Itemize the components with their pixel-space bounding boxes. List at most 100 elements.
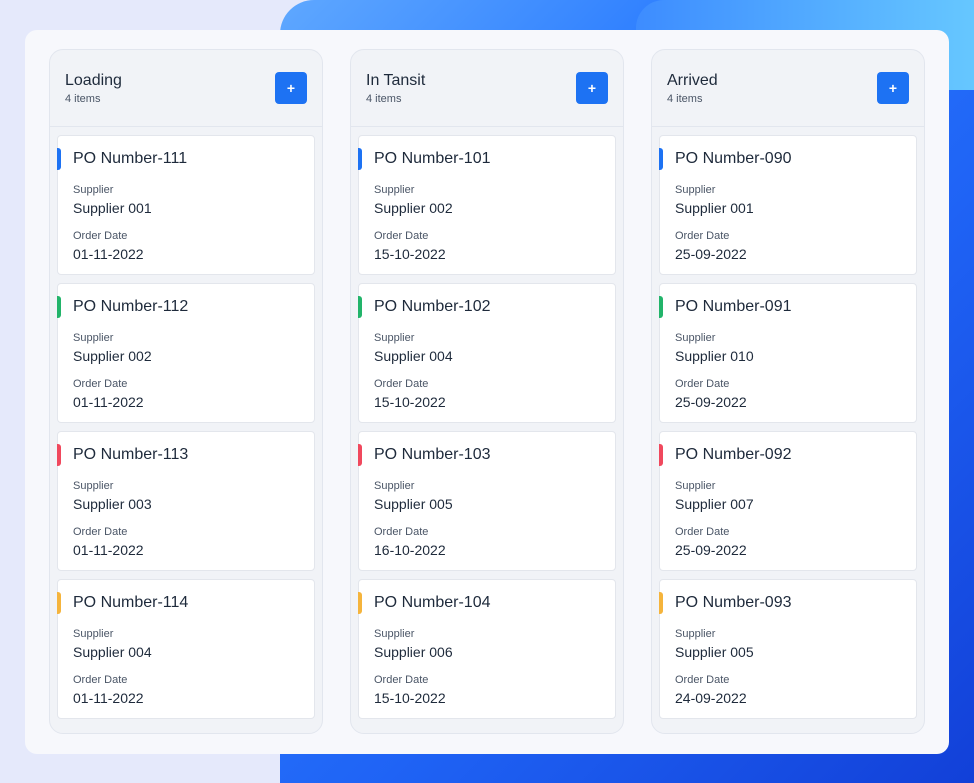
po-card[interactable]: PO Number-112 Supplier Supplier 002 Orde… xyxy=(57,283,315,423)
status-stripe xyxy=(659,444,663,466)
order-date-value: 24-09-2022 xyxy=(675,690,747,706)
supplier-value: Supplier 002 xyxy=(73,348,152,364)
status-stripe xyxy=(358,592,362,614)
supplier-value: Supplier 006 xyxy=(374,644,453,660)
column-title: Arrived xyxy=(667,72,718,89)
order-date-value: 01-11-2022 xyxy=(73,246,144,262)
order-date-value: 25-09-2022 xyxy=(675,246,747,262)
kanban-board: Loading 4 items + PO Number-111 Supplier… xyxy=(25,30,949,754)
add-card-button[interactable]: + xyxy=(877,72,909,104)
status-stripe xyxy=(57,296,61,318)
status-stripe xyxy=(57,592,61,614)
supplier-label: Supplier xyxy=(374,332,415,344)
po-card[interactable]: PO Number-092 Supplier Supplier 007 Orde… xyxy=(659,431,917,571)
po-number: PO Number-114 xyxy=(73,594,189,611)
add-card-button[interactable]: + xyxy=(576,72,608,104)
order-date-value: 01-11-2022 xyxy=(73,542,144,558)
order-date-label: Order Date xyxy=(675,230,730,242)
status-stripe xyxy=(659,296,663,318)
status-stripe xyxy=(57,148,61,170)
supplier-label: Supplier xyxy=(675,628,716,640)
po-card[interactable]: PO Number-101 Supplier Supplier 002 Orde… xyxy=(358,135,616,275)
supplier-value: Supplier 010 xyxy=(675,348,754,364)
supplier-label: Supplier xyxy=(73,480,114,492)
column-item-count: 4 items xyxy=(366,93,402,105)
column-arrived: Arrived 4 items + PO Number-090 Supplier… xyxy=(651,49,925,734)
supplier-label: Supplier xyxy=(374,628,415,640)
po-number: PO Number-102 xyxy=(374,298,491,315)
order-date-label: Order Date xyxy=(73,674,128,686)
column-header: Arrived 4 items + xyxy=(652,50,924,127)
po-card[interactable]: PO Number-103 Supplier Supplier 005 Orde… xyxy=(358,431,616,571)
order-date-value: 01-11-2022 xyxy=(73,394,144,410)
supplier-label: Supplier xyxy=(73,184,114,196)
order-date-label: Order Date xyxy=(73,526,128,538)
supplier-value: Supplier 002 xyxy=(374,200,453,216)
order-date-value: 15-10-2022 xyxy=(374,690,446,706)
po-number: PO Number-103 xyxy=(374,446,491,463)
order-date-label: Order Date xyxy=(73,378,128,390)
po-number: PO Number-111 xyxy=(73,150,188,167)
po-card[interactable]: PO Number-114 Supplier Supplier 004 Orde… xyxy=(57,579,315,719)
order-date-label: Order Date xyxy=(374,674,429,686)
order-date-label: Order Date xyxy=(675,674,730,686)
status-stripe xyxy=(358,444,362,466)
po-card[interactable]: PO Number-093 Supplier Supplier 005 Orde… xyxy=(659,579,917,719)
order-date-value: 15-10-2022 xyxy=(374,394,446,410)
po-number: PO Number-104 xyxy=(374,594,491,611)
column-header: In Tansit 4 items + xyxy=(351,50,623,127)
po-card[interactable]: PO Number-104 Supplier Supplier 006 Orde… xyxy=(358,579,616,719)
supplier-label: Supplier xyxy=(675,184,716,196)
supplier-value: Supplier 004 xyxy=(73,644,152,660)
column-item-count: 4 items xyxy=(667,93,703,105)
supplier-value: Supplier 005 xyxy=(374,496,453,512)
status-stripe xyxy=(659,592,663,614)
po-number: PO Number-090 xyxy=(675,150,792,167)
order-date-value: 15-10-2022 xyxy=(374,246,446,262)
status-stripe xyxy=(358,296,362,318)
order-date-value: 16-10-2022 xyxy=(374,542,446,558)
supplier-value: Supplier 004 xyxy=(374,348,453,364)
column-title: In Tansit xyxy=(366,72,426,89)
order-date-value: 01-11-2022 xyxy=(73,690,144,706)
po-number: PO Number-091 xyxy=(675,298,792,315)
order-date-value: 25-09-2022 xyxy=(675,542,747,558)
supplier-value: Supplier 003 xyxy=(73,496,152,512)
po-number: PO Number-101 xyxy=(374,150,491,167)
column-title: Loading xyxy=(65,72,122,89)
order-date-label: Order Date xyxy=(374,230,429,242)
supplier-label: Supplier xyxy=(73,628,114,640)
po-card[interactable]: PO Number-111 Supplier Supplier 001 Orde… xyxy=(57,135,315,275)
order-date-label: Order Date xyxy=(675,378,730,390)
column-loading: Loading 4 items + PO Number-111 Supplier… xyxy=(49,49,323,734)
status-stripe xyxy=(57,444,61,466)
supplier-label: Supplier xyxy=(675,332,716,344)
supplier-label: Supplier xyxy=(73,332,114,344)
column-item-count: 4 items xyxy=(65,93,101,105)
supplier-value: Supplier 001 xyxy=(73,200,152,216)
order-date-label: Order Date xyxy=(675,526,730,538)
po-card[interactable]: PO Number-113 Supplier Supplier 003 Orde… xyxy=(57,431,315,571)
po-card[interactable]: PO Number-102 Supplier Supplier 004 Orde… xyxy=(358,283,616,423)
supplier-value: Supplier 001 xyxy=(675,200,754,216)
order-date-label: Order Date xyxy=(73,230,128,242)
add-card-button[interactable]: + xyxy=(275,72,307,104)
order-date-value: 25-09-2022 xyxy=(675,394,747,410)
po-card[interactable]: PO Number-091 Supplier Supplier 010 Orde… xyxy=(659,283,917,423)
column-in-transit: In Tansit 4 items + PO Number-101 Suppli… xyxy=(350,49,624,734)
supplier-label: Supplier xyxy=(374,480,415,492)
po-number: PO Number-093 xyxy=(675,594,792,611)
supplier-label: Supplier xyxy=(374,184,415,196)
supplier-label: Supplier xyxy=(675,480,716,492)
status-stripe xyxy=(358,148,362,170)
column-header: Loading 4 items + xyxy=(50,50,322,127)
order-date-label: Order Date xyxy=(374,378,429,390)
po-number: PO Number-112 xyxy=(73,298,189,315)
supplier-value: Supplier 005 xyxy=(675,644,754,660)
status-stripe xyxy=(659,148,663,170)
order-date-label: Order Date xyxy=(374,526,429,538)
po-number: PO Number-092 xyxy=(675,446,792,463)
supplier-value: Supplier 007 xyxy=(675,496,754,512)
po-number: PO Number-113 xyxy=(73,446,189,463)
po-card[interactable]: PO Number-090 Supplier Supplier 001 Orde… xyxy=(659,135,917,275)
